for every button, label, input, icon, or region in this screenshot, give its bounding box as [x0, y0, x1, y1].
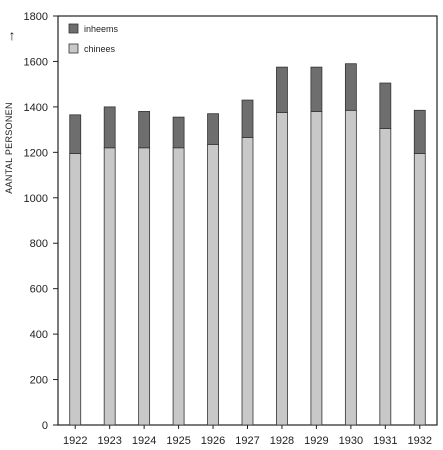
- legend-swatch-chinees: [68, 43, 79, 54]
- bar-chinees-1927: [241, 137, 254, 426]
- bar-inheems-1925: [172, 116, 185, 149]
- bar-inheems-1928: [276, 66, 288, 113]
- y-axis-arrow: ↑: [9, 27, 16, 43]
- y-tick-label: 400: [30, 329, 48, 341]
- legend-swatch-inheems: [68, 23, 79, 34]
- y-tick-label: 1800: [24, 11, 48, 23]
- bar-chinees-1928: [276, 112, 288, 426]
- y-tick-label: 1600: [24, 56, 48, 68]
- x-tick-label: 1924: [132, 435, 156, 447]
- bar-inheems-1932: [413, 109, 426, 154]
- y-tick-label: 0: [42, 420, 48, 432]
- legend: inheems chinees: [68, 23, 119, 54]
- bar-chinees-1925: [172, 147, 185, 426]
- bar-inheems-1931: [379, 82, 392, 129]
- y-axis-title: AANTAL PERSONEN: [4, 102, 14, 194]
- bar-inheems-1922: [69, 114, 82, 154]
- bar-chinees-1923: [103, 147, 116, 426]
- y-tick-label: 800: [30, 238, 48, 250]
- y-tick-label: 1400: [24, 102, 48, 114]
- x-tick-label: 1926: [201, 435, 225, 447]
- y-tick-label: 1000: [24, 193, 48, 205]
- x-tick-label: 1925: [166, 435, 190, 447]
- bar-chinees-1924: [138, 147, 151, 426]
- x-tick-label: 1928: [270, 435, 294, 447]
- x-tick-label: 1929: [304, 435, 328, 447]
- bar-chinees-1929: [310, 111, 323, 426]
- bar-chinees-1930: [344, 109, 357, 426]
- x-tick-label: 1922: [63, 435, 87, 447]
- x-tick-label: 1931: [373, 435, 397, 447]
- x-tick-label: 1923: [97, 435, 121, 447]
- y-tick-label: 1200: [24, 147, 48, 159]
- x-tick-label: 1930: [339, 435, 363, 447]
- legend-label-inheems: inheems: [84, 24, 119, 34]
- x-tick-label: 1932: [408, 435, 432, 447]
- bar-chinees-1931: [379, 128, 392, 426]
- bar-inheems-1926: [207, 113, 219, 145]
- bar-chinees-1932: [413, 153, 426, 426]
- x-tick-label: 1927: [235, 435, 259, 447]
- y-tick-label: 600: [30, 284, 48, 296]
- y-axis-title-group: ↑ AANTAL PERSONEN: [4, 27, 16, 194]
- bar-inheems-1930: [344, 63, 357, 111]
- bar-inheems-1927: [241, 99, 254, 138]
- bar-chinees-1922: [69, 153, 82, 426]
- legend-label-chinees: chinees: [84, 44, 116, 54]
- bar-inheems-1929: [310, 66, 323, 112]
- bar-inheems-1923: [103, 106, 116, 149]
- plot-area: 0 200 400 600 800 1000 1200 1400 1600 1800 1922 192…: [24, 11, 438, 447]
- y-tick-label: 200: [30, 375, 48, 387]
- bar-chinees-1926: [207, 143, 219, 426]
- bar-inheems-1924: [138, 111, 151, 149]
